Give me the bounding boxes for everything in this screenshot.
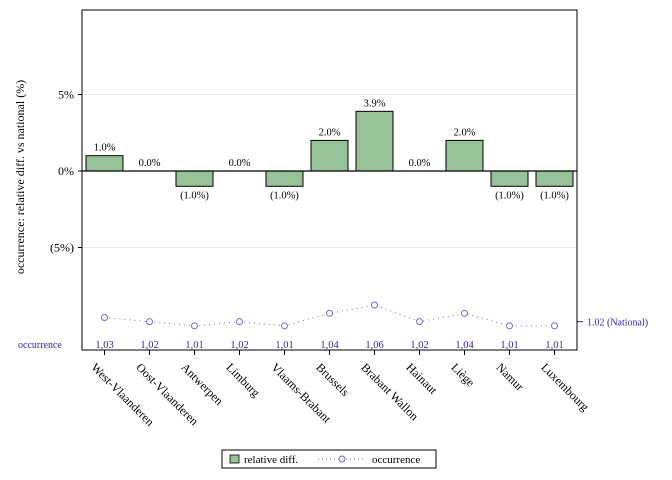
bar-data-label: 1.0%	[94, 143, 116, 154]
bar	[85, 155, 124, 172]
occurrence-point	[371, 301, 378, 309]
occurrence-point	[236, 318, 243, 326]
bar-data-label: (1.0%)	[180, 190, 209, 201]
occurrence-value-label: 1,02	[140, 340, 158, 351]
bar-data-label: 3.9%	[364, 98, 386, 109]
bar	[355, 110, 394, 172]
category-label: Antwerpen	[178, 360, 226, 408]
occurrence-point	[191, 322, 198, 330]
legend-label-occurrence: occurrence	[372, 454, 420, 466]
occurrence-point	[101, 314, 108, 321]
bar-data-label: (1.0%)	[270, 190, 299, 201]
occurrence-axis-label: occurrence	[18, 340, 62, 351]
category-label: Hainaut	[403, 360, 440, 397]
axis-layer: 5% 0% (5%)	[50, 88, 577, 255]
occurrence-point	[416, 318, 423, 326]
bar-data-label: 0.0%	[229, 158, 251, 169]
occurrence-line	[104, 304, 555, 327]
grid-layer	[82, 94, 577, 248]
occurrence-value-label: 1,03	[95, 340, 113, 351]
bar	[445, 139, 484, 172]
bar	[175, 170, 214, 187]
legend: relative diff. occurrence	[221, 449, 437, 469]
category-labels: West-VlaanderenOost-VlaanderenAntwerpenL…	[88, 350, 592, 429]
y-tick-label: 5%	[58, 88, 74, 102]
occurrence-value-label: 1,02	[230, 340, 248, 351]
bar-data-label: 2.0%	[454, 127, 476, 138]
occurrence-value-label: 1,01	[185, 340, 203, 351]
bar	[265, 170, 304, 187]
occurrence-point	[551, 322, 558, 330]
occurrence-value-label: 1,01	[275, 340, 293, 351]
bar	[310, 139, 349, 172]
category-label: Namur	[493, 360, 526, 393]
occurrence-point	[281, 322, 288, 330]
occurrence-value-label: 1,04	[455, 340, 474, 351]
category-label: Luxembourg	[538, 360, 592, 414]
legend-frame	[221, 449, 437, 469]
bar-data-label: 0.0%	[139, 158, 161, 169]
occurrence-point	[326, 309, 333, 317]
bars-layer: 1.0% 0.0% (1.0%) 0.0% (1.0%) 2.0% 3.9% 0.0% 2.0%…	[85, 98, 574, 201]
occurrence-value-label: 1,04	[320, 340, 339, 351]
bar-data-label: 2.0%	[319, 127, 341, 138]
occurrence-reference-label: 1.02 (National)	[587, 318, 648, 329]
occurrence-value-label: 1,01	[500, 340, 518, 351]
legend-occurrence-marker	[338, 455, 346, 463]
bar-data-label: (1.0%)	[495, 190, 524, 201]
category-label: Liège	[448, 360, 477, 389]
occurrence-layer: 1,03 1,02 1,01 1,02 1,01 1,04 1,06 1,02 1,04 1,01…	[95, 301, 583, 351]
occurrence-point	[506, 322, 513, 330]
occurrence-point	[461, 309, 468, 317]
bar-data-label: 0.0%	[409, 158, 431, 169]
legend-label-relative-diff: relative diff.	[244, 454, 298, 466]
y-tick-label: (5%)	[50, 241, 74, 255]
legend-swatch-relative-diff	[229, 454, 240, 464]
occurrence-value-label: 1,06	[365, 340, 383, 351]
occurrence-point	[146, 318, 153, 326]
occurrence-value-label: 1,01	[545, 340, 563, 351]
y-axis-title: occurrence: relative diff. vs national (…	[13, 80, 27, 274]
category-label: Limburg	[223, 360, 262, 399]
bar	[535, 170, 574, 187]
bar-data-label: (1.0%)	[540, 190, 569, 201]
occurrence-value-label: 1,02	[410, 340, 428, 351]
bar	[490, 170, 529, 187]
y-tick-label: 0%	[58, 164, 74, 178]
category-label: Brussels	[313, 360, 352, 399]
